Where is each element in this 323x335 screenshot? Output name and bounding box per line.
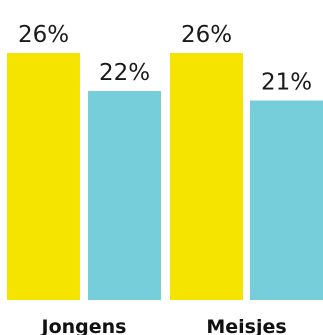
data-label-meisjes-series-1: 21% bbox=[261, 70, 312, 96]
bar-meisjes-series-1 bbox=[250, 100, 323, 300]
bar-meisjes-series-0 bbox=[170, 53, 243, 300]
category-label-meisjes: Meisjes bbox=[206, 316, 286, 335]
bar-jongens-series-0 bbox=[7, 53, 80, 300]
data-label-jongens-series-0: 26% bbox=[18, 22, 69, 48]
bar-jongens-series-1 bbox=[88, 91, 161, 300]
data-label-meisjes-series-0: 26% bbox=[181, 22, 232, 48]
data-label-jongens-series-1: 22% bbox=[99, 60, 150, 86]
category-label-jongens: Jongens bbox=[40, 316, 127, 335]
